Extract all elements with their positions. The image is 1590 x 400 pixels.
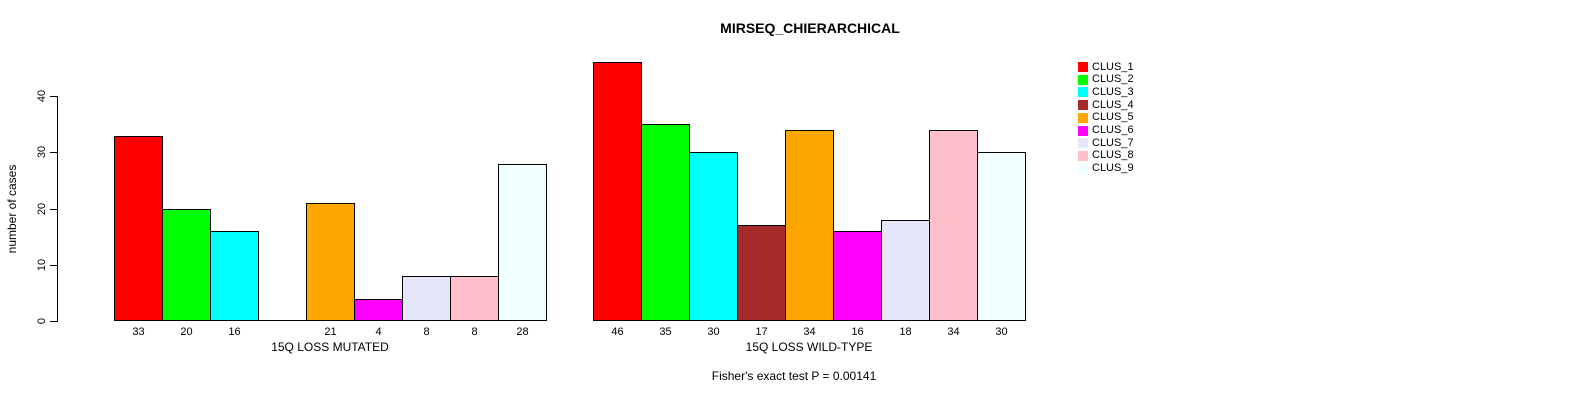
bar-value-label: 30 — [707, 326, 720, 338]
bar-value-label: 34 — [947, 326, 960, 338]
y-axis-tick-label-text: 20 — [36, 202, 48, 216]
bar-CLUS_7 — [402, 276, 451, 321]
y-axis-tick-label-text: 10 — [36, 258, 48, 272]
bar-CLUS_9 — [498, 164, 547, 321]
bar-CLUS_8 — [450, 276, 499, 321]
y-axis-label-text: number of cases — [5, 164, 19, 254]
bar-value-label: 21 — [324, 326, 337, 338]
y-axis-tick-label-text: 30 — [36, 145, 48, 159]
bar-CLUS_2 — [641, 124, 690, 321]
y-axis-tick — [50, 265, 57, 266]
bar-value-label: 46 — [611, 326, 624, 338]
bar-value-label: 35 — [659, 326, 672, 338]
legend-label-CLUS_4: CLUS_4 — [1092, 99, 1134, 111]
legend-label-CLUS_9: CLUS_9 — [1092, 162, 1134, 174]
bar-CLUS_2 — [162, 209, 211, 321]
legend-swatch-CLUS_1 — [1078, 62, 1088, 72]
bar-value-label: 34 — [803, 326, 816, 338]
bar-CLUS_8 — [929, 130, 978, 321]
legend-swatch-CLUS_6 — [1078, 126, 1088, 136]
bar-value-label: 30 — [995, 326, 1008, 338]
group-axis-label: 15Q LOSS WILD-TYPE — [745, 340, 873, 354]
bar-value-label: 16 — [851, 326, 864, 338]
bar-value-label: 4 — [375, 326, 382, 338]
y-axis-tick-label-text: 40 — [36, 89, 48, 103]
bar-CLUS_5 — [785, 130, 834, 321]
y-axis-tick — [50, 321, 57, 322]
legend-swatch-CLUS_9 — [1078, 164, 1088, 174]
y-axis-tick-label-text: 0 — [36, 317, 48, 325]
bar-CLUS_3 — [689, 152, 738, 321]
legend-swatch-CLUS_7 — [1078, 138, 1088, 148]
group-axis-label: 15Q LOSS MUTATED — [271, 340, 389, 354]
legend-label-CLUS_1: CLUS_1 — [1092, 61, 1134, 73]
bar-CLUS_7 — [881, 220, 930, 321]
legend-label-CLUS_3: CLUS_3 — [1092, 86, 1134, 98]
bar-value-label: 20 — [180, 326, 193, 338]
bar-CLUS_4 — [737, 225, 786, 321]
legend-swatch-CLUS_8 — [1078, 151, 1088, 161]
bar-CLUS_6 — [833, 231, 882, 321]
bar-value-label: 17 — [755, 326, 768, 338]
legend-label-CLUS_6: CLUS_6 — [1092, 124, 1134, 136]
bar-value-label: 18 — [899, 326, 912, 338]
legend-swatch-CLUS_4 — [1078, 100, 1088, 110]
bar-value-label: 16 — [228, 326, 241, 338]
bar-value-label: 8 — [423, 326, 430, 338]
legend-label-CLUS_5: CLUS_5 — [1092, 111, 1134, 123]
fisher-test-annotation: Fisher's exact test P = 0.00141 — [711, 369, 877, 383]
legend-swatch-CLUS_2 — [1078, 75, 1088, 85]
legend-swatch-CLUS_5 — [1078, 113, 1088, 123]
bar-CLUS_9 — [977, 152, 1026, 321]
bar-CLUS_5 — [306, 203, 355, 321]
y-axis-tick — [50, 96, 57, 97]
bar-value-label: 33 — [132, 326, 145, 338]
legend-label-CLUS_7: CLUS_7 — [1092, 137, 1134, 149]
legend-swatch-CLUS_3 — [1078, 87, 1088, 97]
y-axis-tick — [50, 209, 57, 210]
bar-CLUS_3 — [210, 231, 259, 321]
bar-value-label: 8 — [471, 326, 478, 338]
legend-label-CLUS_2: CLUS_2 — [1092, 73, 1134, 85]
y-axis-tick — [50, 152, 57, 153]
y-axis-line — [57, 96, 58, 322]
bar-CLUS_1 — [114, 136, 163, 321]
bar-CLUS_1 — [593, 62, 642, 321]
bar-value-label: 28 — [516, 326, 529, 338]
legend-label-CLUS_8: CLUS_8 — [1092, 149, 1134, 161]
bar-CLUS_6 — [354, 299, 403, 321]
chart-title: MIRSEQ_CHIERARCHICAL — [720, 20, 900, 36]
